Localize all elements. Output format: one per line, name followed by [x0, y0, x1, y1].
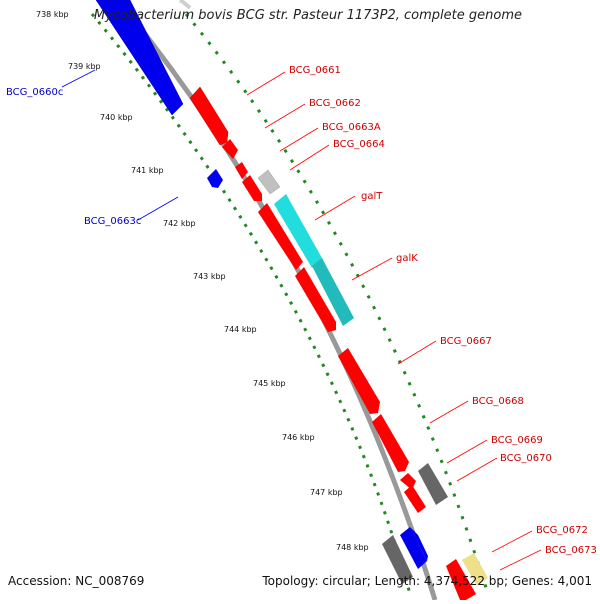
- tick-label: 748 kbp: [336, 543, 369, 552]
- gene-labels-left: BCG_0660c BCG_0663c: [6, 87, 141, 227]
- gene-bcg-0671b[interactable]: [410, 527, 428, 561]
- gene-bcg-0671[interactable]: [400, 527, 427, 569]
- genome-summary-text: Topology: circular; Length: 4,374,522 bp…: [262, 574, 592, 588]
- gene-dark-gray-1[interactable]: [418, 463, 448, 505]
- gene-bcg-0661[interactable]: [189, 86, 229, 146]
- gene-label[interactable]: galK: [396, 253, 418, 264]
- gene-label[interactable]: BCG_0664: [333, 139, 385, 150]
- gene-label[interactable]: BCG_0662: [309, 98, 361, 109]
- gene-bcg-0668[interactable]: [372, 414, 409, 472]
- gene-yellow[interactable]: [462, 553, 488, 586]
- tick-label: 744 kbp: [224, 325, 257, 334]
- gene-label[interactable]: BCG_0667: [440, 336, 492, 347]
- gene-label[interactable]: BCG_0669: [491, 435, 543, 446]
- gene-label[interactable]: galT: [361, 191, 383, 202]
- gene-cyan-1[interactable]: [274, 194, 322, 268]
- gene-label[interactable]: BCG_0668: [472, 396, 524, 407]
- gene-light-gray[interactable]: [257, 169, 281, 195]
- accession-text: Accession: NC_008769: [8, 574, 145, 588]
- gene-bcg-0662[interactable]: [222, 139, 238, 159]
- gene-bcg-0673[interactable]: [446, 559, 476, 600]
- gene-bcg-0664[interactable]: [242, 175, 262, 201]
- left-leaders: [61, 69, 179, 221]
- gene-bcg-0660c[interactable]: [95, 0, 184, 116]
- gene-label[interactable]: BCG_0670: [500, 453, 552, 464]
- outer-tick-ring: [184, 13, 490, 595]
- gene-galk[interactable]: [295, 267, 336, 332]
- gene-dark-gray-2[interactable]: [382, 535, 413, 584]
- tick-label: 741 kbp: [131, 166, 164, 175]
- gene-bcg-0669[interactable]: [400, 473, 416, 490]
- tick-label: 746 kbp: [282, 433, 315, 442]
- tick-label: 742 kbp: [163, 219, 196, 228]
- gene-label[interactable]: BCG_0672: [536, 525, 588, 536]
- gene-label[interactable]: BCG_0673: [545, 545, 597, 556]
- tick-labels: 738 kbp 739 kbp 740 kbp 741 kbp 742 kbp …: [36, 10, 369, 552]
- right-leaders: [246, 71, 542, 571]
- gene-cyan-2[interactable]: [312, 258, 354, 326]
- map-title: Mycobacterium bovis BCG str. Pasteur 117…: [93, 8, 522, 23]
- gene-labels-right: BCG_0661 BCG_0662 BCG_0663A BCG_0664 gal…: [289, 65, 597, 556]
- gene-label[interactable]: BCG_0663A: [322, 122, 381, 133]
- gene-label[interactable]: BCG_0660c: [6, 87, 63, 98]
- gene-bcg-0663c[interactable]: [207, 169, 223, 188]
- gene-label[interactable]: BCG_0661: [289, 65, 341, 76]
- gene-bcg-0663a[interactable]: [235, 162, 248, 179]
- tick-label: 743 kbp: [193, 272, 226, 281]
- genome-backbone-edge: [178, 0, 192, 10]
- gene-bcg-0670[interactable]: [404, 485, 426, 513]
- tick-label: 739 kbp: [68, 62, 101, 71]
- inner-tick-ring: [90, 13, 412, 595]
- gene-bcg-0667[interactable]: [338, 348, 380, 414]
- tick-label: 745 kbp: [253, 379, 286, 388]
- tick-label: 740 kbp: [100, 113, 133, 122]
- gene-galt[interactable]: [258, 203, 303, 270]
- gene-label[interactable]: BCG_0663c: [84, 216, 141, 227]
- tick-label: 747 kbp: [310, 488, 343, 497]
- tick-label: 738 kbp: [36, 10, 69, 19]
